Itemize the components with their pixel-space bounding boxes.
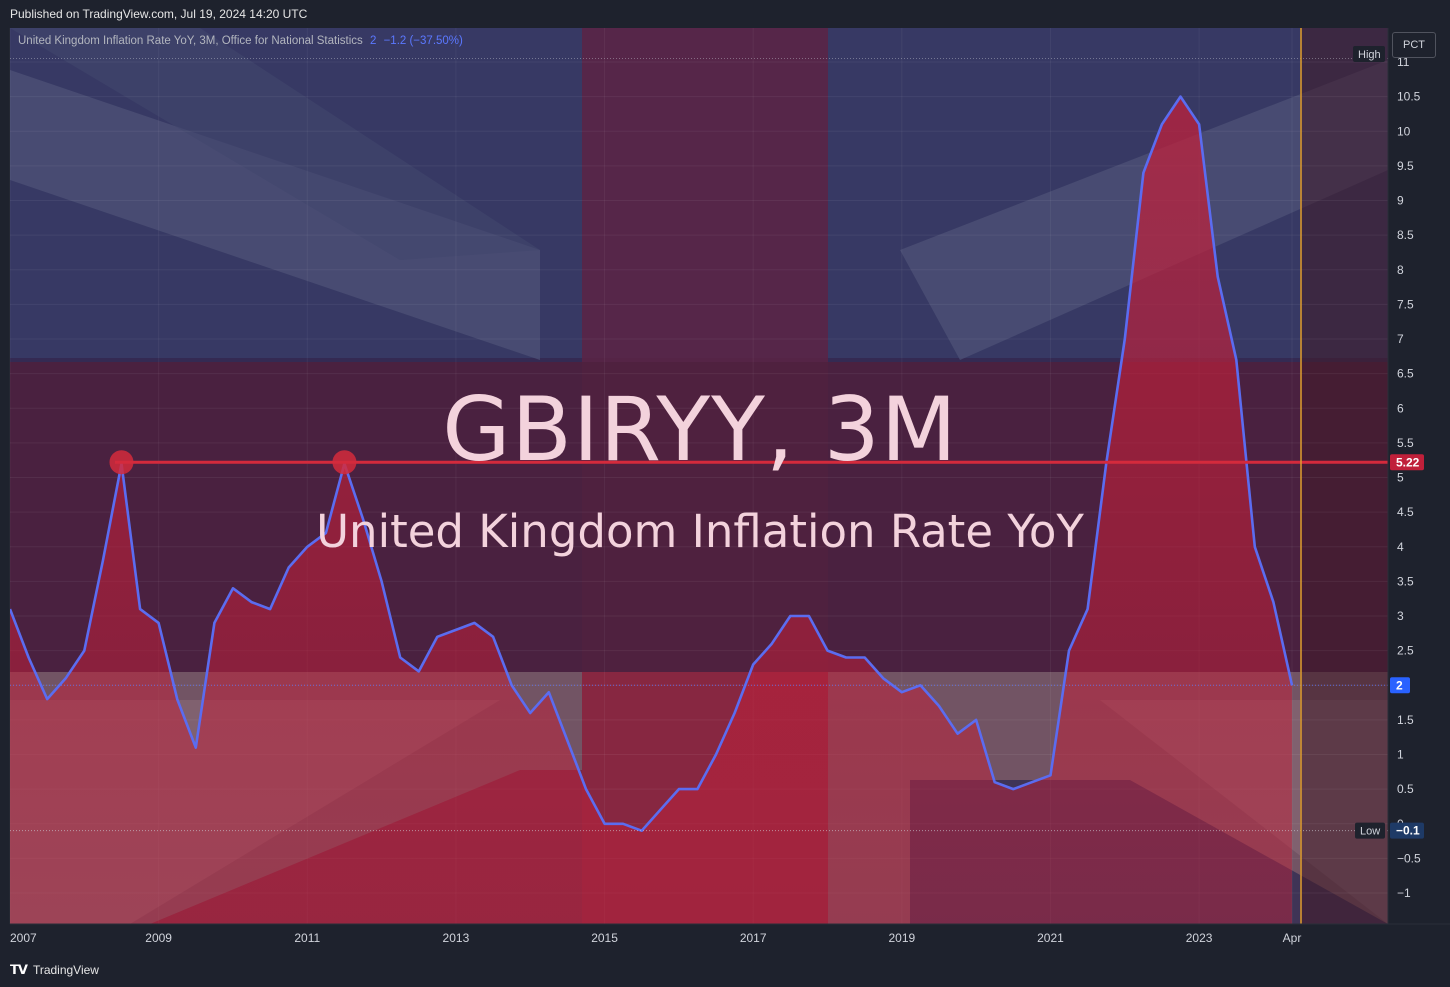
- low-value-badge: −0.1: [1396, 824, 1420, 838]
- y-tick-label: 1.5: [1397, 713, 1414, 727]
- x-tick-label: 2017: [740, 931, 767, 945]
- area-layer: [10, 95, 1294, 924]
- low-tag-bg: [1355, 822, 1385, 839]
- low-tag: Low: [1360, 826, 1380, 838]
- axis-layer: −1−0.500.511.522.533.544.555.566.577.588…: [10, 28, 1450, 945]
- y-tick-label: 11: [1397, 55, 1410, 69]
- x-tick-label: 2011: [294, 931, 320, 945]
- x-tick-label: 2007: [10, 931, 37, 945]
- y-tick-label: 4: [1397, 540, 1404, 554]
- y-tick-label: 6.5: [1397, 367, 1414, 381]
- y-tick-label: 8: [1397, 263, 1404, 277]
- bottom-bar: [0, 952, 1450, 987]
- high-tag: High: [1358, 49, 1381, 61]
- x-tick-label: 2019: [888, 931, 915, 945]
- y-tick-label: 10: [1397, 124, 1411, 138]
- brand[interactable]: 𝗧𝗩 TradingView: [10, 962, 99, 978]
- series-legend[interactable]: United Kingdom Inflation Rate YoY, 3M, O…: [18, 35, 463, 47]
- hline-value-badge-bg: [1390, 454, 1424, 471]
- x-tick-label: 2013: [443, 931, 470, 945]
- current-value-badge-bg: [1390, 677, 1410, 694]
- x-tick-label: 2021: [1037, 931, 1064, 945]
- legend-change: −1.2 (−37.50%): [383, 35, 463, 47]
- y-tick-label: 5.5: [1397, 436, 1414, 450]
- overlay-symbol: GBIRYY, 3M: [442, 378, 958, 481]
- legend-value: 2: [369, 35, 377, 47]
- series-line: [10, 95, 1294, 832]
- x-tick-label: Apr: [1283, 931, 1302, 945]
- y-tick-label: 7: [1397, 332, 1404, 346]
- y-tick-label: −0.5: [1397, 851, 1421, 865]
- horizontal-line-layer: [10, 28, 1388, 924]
- y-tick-label: 5: [1397, 471, 1404, 485]
- legend-title: United Kingdom Inflation Rate YoY, 3M, O…: [18, 35, 363, 47]
- y-tick-label: 1: [1397, 748, 1404, 762]
- published-caption: Published on TradingView.com, Jul 19, 20…: [10, 7, 308, 21]
- brand-name: TradingView: [32, 963, 99, 977]
- y-tick-label: 6: [1397, 401, 1404, 415]
- y-tick-label: 10.5: [1397, 90, 1421, 104]
- hline-value-badge: 5.22: [1396, 455, 1420, 469]
- x-tick-label: 2015: [591, 931, 618, 945]
- y-tick-label: 9: [1397, 194, 1404, 208]
- overlay-name: United Kingdom Inflation Rate YoY: [316, 505, 1084, 558]
- y-tick-label: 9.5: [1397, 159, 1414, 173]
- scale-pct-button[interactable]: PCT: [1392, 32, 1436, 58]
- y-tick-label: 3.5: [1397, 574, 1414, 588]
- y-tick-label: 3: [1397, 609, 1404, 623]
- peak-marker: [109, 450, 134, 475]
- top-bar: Published on TradingView.com, Jul 19, 20…: [0, 0, 1450, 28]
- y-tick-label: 0.5: [1397, 782, 1414, 796]
- y-tick-label: 2.5: [1397, 644, 1414, 658]
- x-tick-label: 2023: [1186, 931, 1213, 945]
- x-tick-label: 2009: [145, 931, 172, 945]
- high-tag-bg: [1353, 46, 1385, 62]
- y-tick-label: 7.5: [1397, 297, 1414, 311]
- y-tick-label: 4.5: [1397, 505, 1414, 519]
- y-tick-label: 8.5: [1397, 228, 1414, 242]
- tradingview-logo-icon: 𝗧𝗩: [10, 962, 28, 977]
- current-value-badge: 2: [1396, 678, 1403, 692]
- peak-marker: [332, 450, 357, 475]
- y-tick-label: −1: [1397, 886, 1411, 900]
- low-value-badge-bg: [1390, 822, 1424, 839]
- area-fill: [10, 96, 1292, 924]
